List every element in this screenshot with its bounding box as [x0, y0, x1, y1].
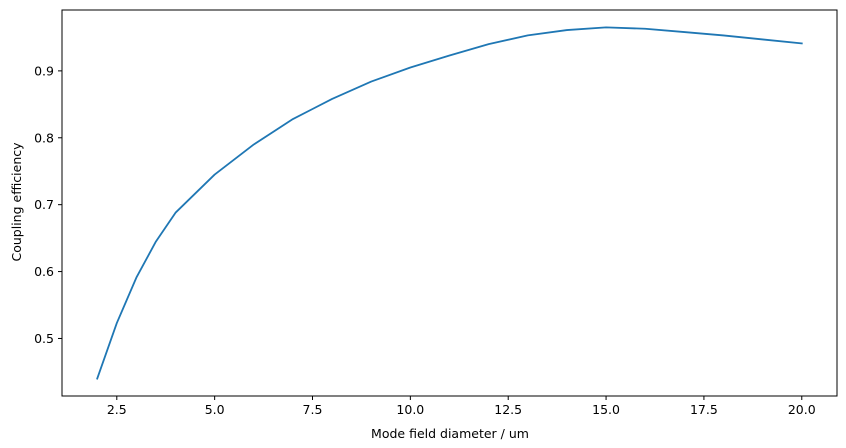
axes-frame — [61, 9, 838, 397]
y-axis-label: Coupling efficiency — [9, 142, 24, 262]
y-tick-label: 0.7 — [34, 197, 54, 212]
x-tick-label: 17.5 — [690, 402, 718, 417]
plot-area — [61, 9, 838, 397]
y-tick-label: 0.6 — [34, 264, 54, 279]
x-tick-label: 20.0 — [788, 402, 816, 417]
y-tick-label: 0.9 — [34, 63, 54, 78]
x-tick-label: 10.0 — [396, 402, 424, 417]
y-axis-ticks: 0.5 0.6 0.7 0.8 0.9 — [34, 63, 62, 346]
x-axis-ticks: 2.5 5.0 7.5 10.0 12.5 15.0 17.5 20.0 — [107, 396, 816, 417]
x-tick-label: 2.5 — [107, 402, 127, 417]
series-line-0 — [96, 26, 803, 380]
y-tick-label: 0.8 — [34, 130, 54, 145]
x-tick-label: 7.5 — [303, 402, 323, 417]
y-tick-label: 0.5 — [34, 331, 54, 346]
x-axis-label: Mode field diameter / um — [371, 426, 529, 441]
x-tick-label: 15.0 — [592, 402, 620, 417]
x-tick-label: 5.0 — [205, 402, 225, 417]
x-tick-label: 12.5 — [494, 402, 522, 417]
